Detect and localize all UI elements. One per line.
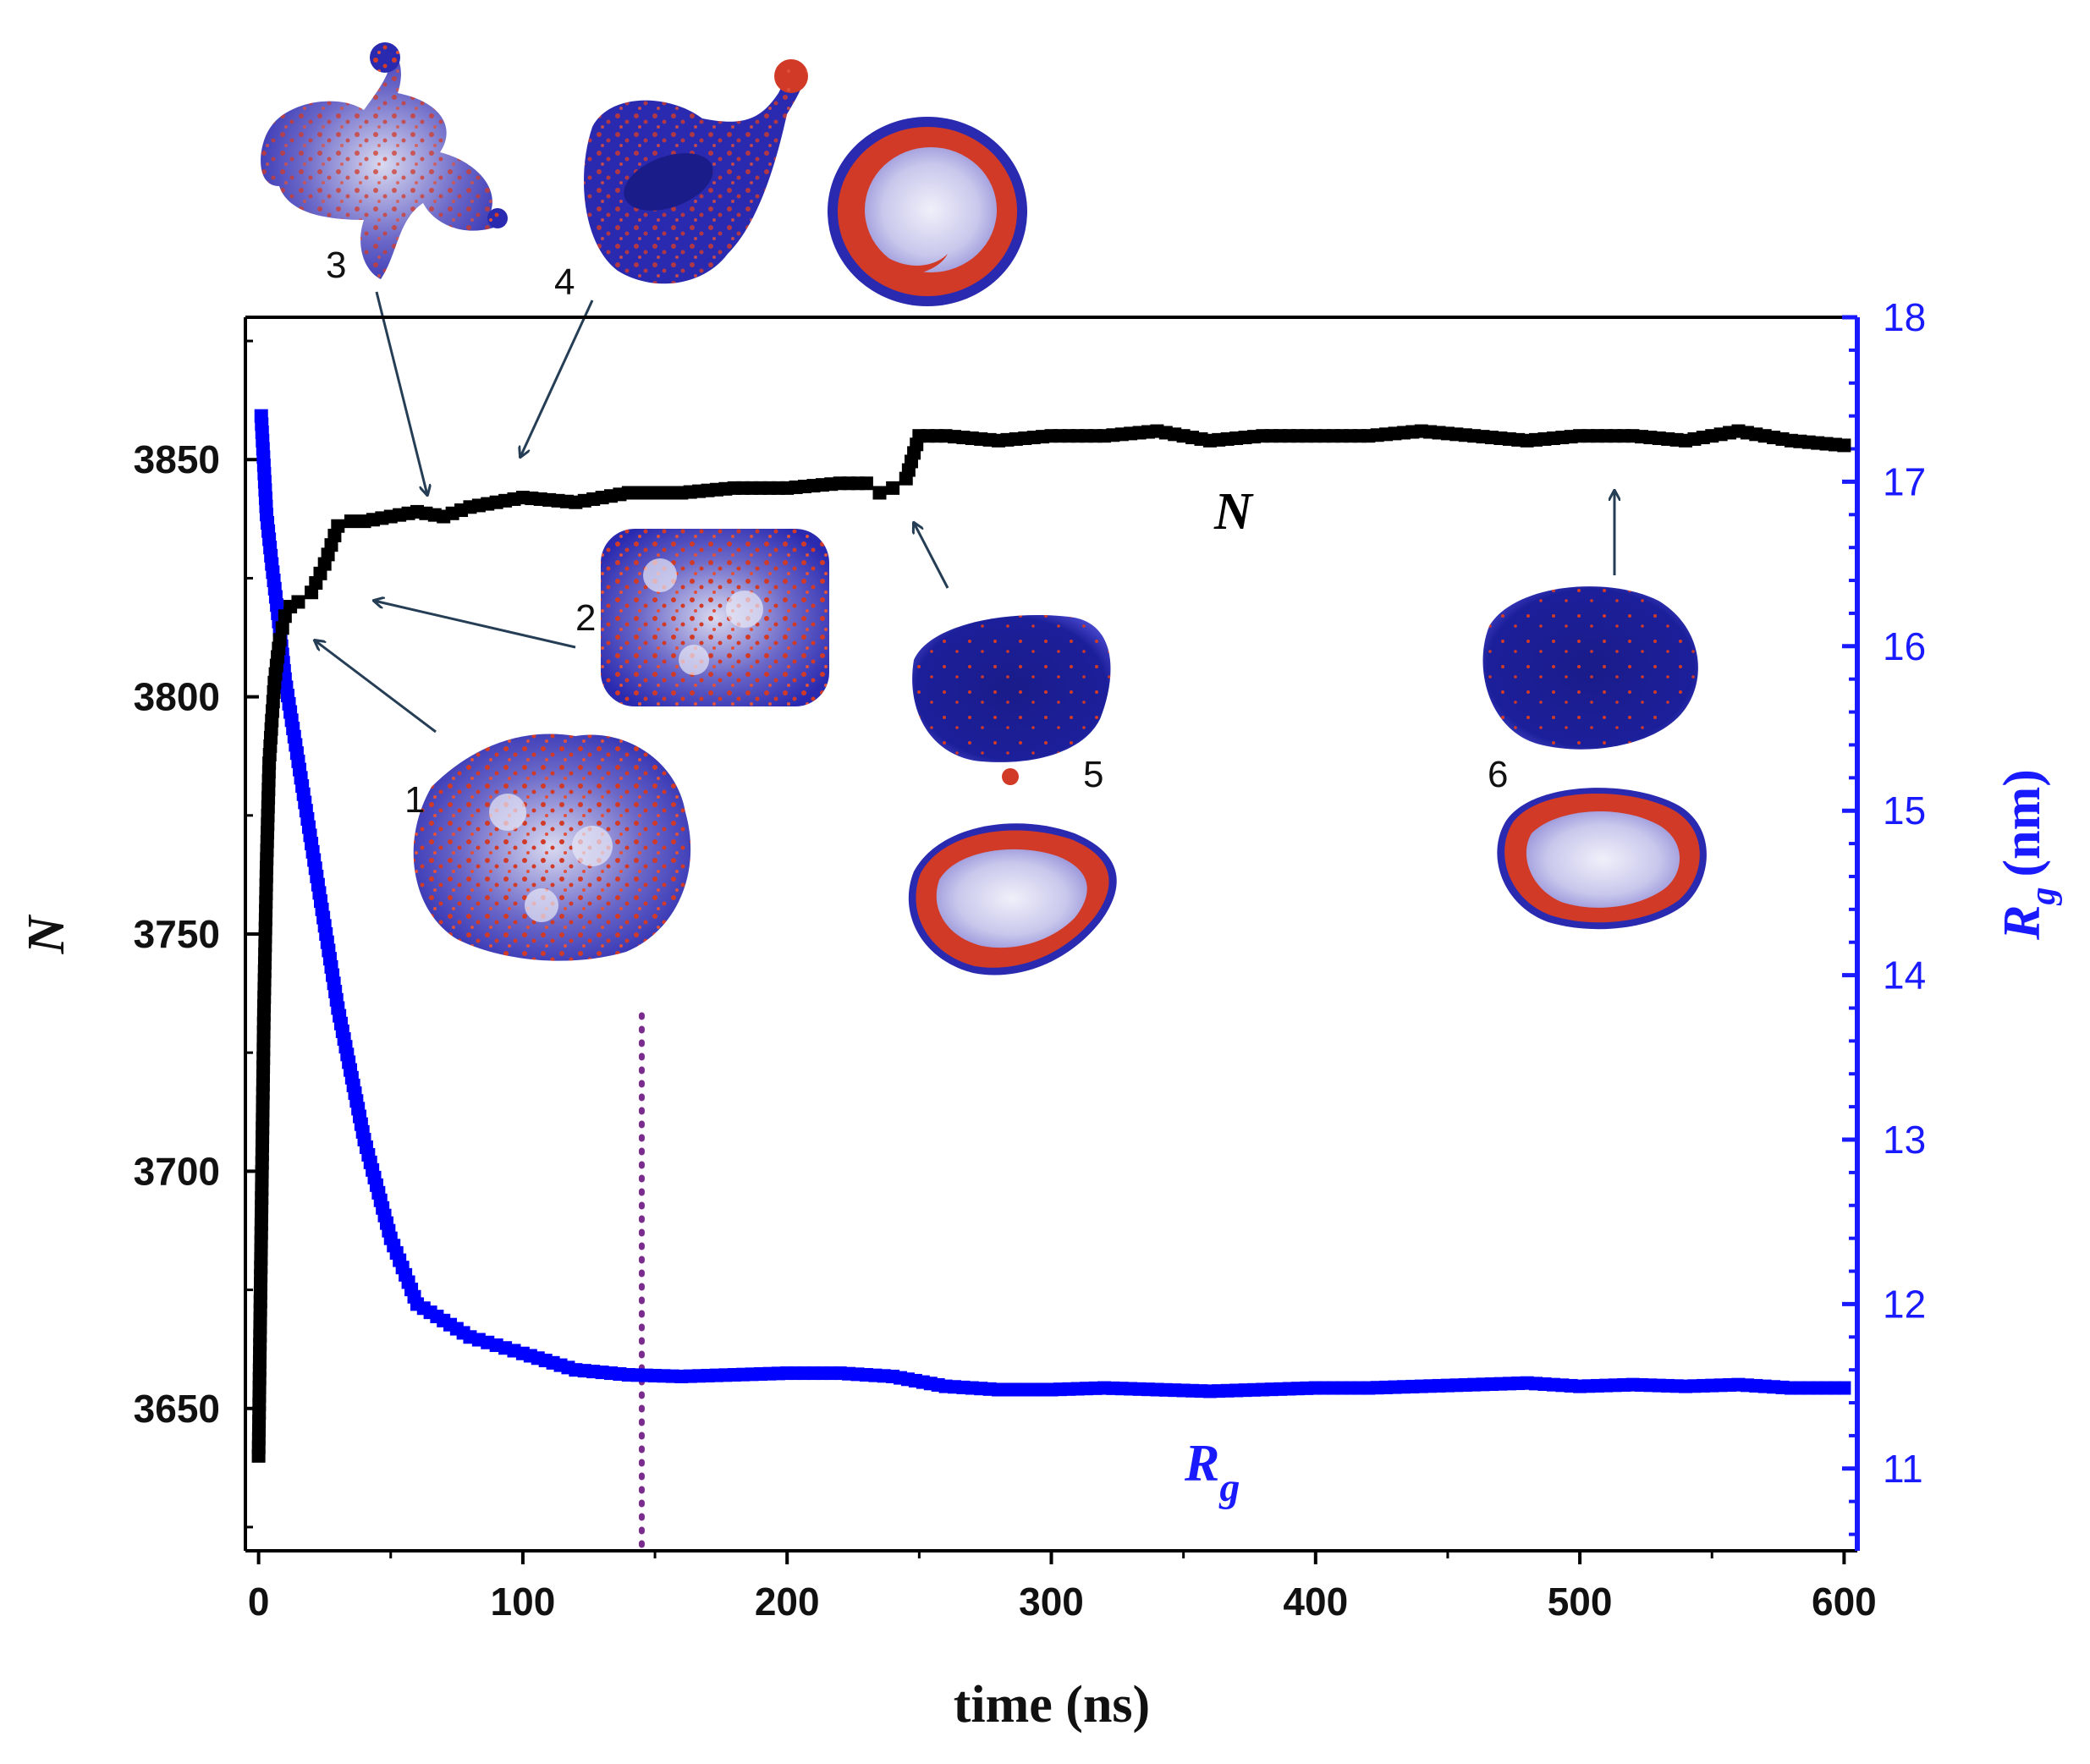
left-y-axis-title: N xyxy=(18,914,75,954)
data-point xyxy=(1837,438,1851,453)
snapshot-6-label: 6 xyxy=(1488,754,1508,795)
right-y-axis-title-sub: g xyxy=(2024,887,2063,906)
data-point xyxy=(872,486,887,500)
snapshot-3-image xyxy=(261,42,508,280)
right-y-tick-label: 13 xyxy=(1883,1118,1926,1162)
right-y-tick-label: 15 xyxy=(1883,789,1926,833)
x-tick-label: 400 xyxy=(1283,1580,1348,1624)
rg-curve-label: Rg xyxy=(1184,1435,1240,1510)
snapshot-2-label: 2 xyxy=(575,597,596,639)
data-point xyxy=(275,621,289,635)
snapshot-cross-section-5-image xyxy=(908,823,1117,975)
x-tick-label: 0 xyxy=(248,1580,270,1624)
series-n xyxy=(251,424,1851,1463)
rg-curve-label-main: R xyxy=(1184,1435,1219,1492)
x-tick-label: 300 xyxy=(1019,1580,1084,1624)
left-y-tick-label: 3800 xyxy=(134,675,220,719)
snapshot-6-image xyxy=(1482,586,1698,750)
right-y-tick-label: 11 xyxy=(1883,1447,1923,1491)
left-y-axis-ticks: 3650 3700 3750 3800 3850 xyxy=(134,339,259,1529)
snapshot-1-label: 1 xyxy=(404,779,425,821)
right-y-tick-label: 12 xyxy=(1883,1282,1926,1326)
data-point xyxy=(331,519,345,533)
n-curve-label: N xyxy=(1213,483,1254,541)
data-point xyxy=(859,476,873,491)
x-tick-label: 600 xyxy=(1812,1580,1877,1624)
data-point xyxy=(291,595,305,609)
right-y-axis-title: Rg (nm) xyxy=(1994,769,2063,941)
snapshot-4-image xyxy=(584,59,808,284)
x-axis-ticks: 0 100 200 300 400 500 600 xyxy=(248,1551,1877,1624)
snapshot-5-label: 5 xyxy=(1083,754,1103,795)
right-y-tick-label: 14 xyxy=(1883,953,1926,997)
snapshot-5-image xyxy=(912,615,1111,785)
snapshot-images xyxy=(261,42,1707,975)
data-point xyxy=(1837,1381,1851,1395)
arrow-snapshot-1 xyxy=(315,640,437,734)
arrow-snapshot-5 xyxy=(914,523,949,589)
right-y-tick-label: 18 xyxy=(1883,295,1926,339)
data-point xyxy=(344,514,358,529)
left-y-tick-label: 3750 xyxy=(134,912,220,956)
rg-curve-label-sub: g xyxy=(1218,1465,1240,1510)
right-y-axis-title-unit: (nm) xyxy=(1994,769,2051,877)
arrow-snapshot-3 xyxy=(375,291,427,495)
arrow-snapshot-2 xyxy=(374,601,576,649)
snapshot-cross-section-6-image xyxy=(1497,788,1707,930)
x-tick-label: 100 xyxy=(491,1580,556,1624)
x-tick-label: 200 xyxy=(755,1580,820,1624)
snapshot-cross-section-top-image xyxy=(828,117,1027,306)
data-point xyxy=(272,633,287,647)
snapshot-4-label: 4 xyxy=(554,261,575,303)
right-y-tick-label: 16 xyxy=(1883,624,1926,668)
snapshot-1-image xyxy=(413,734,691,961)
left-y-tick-label: 3650 xyxy=(134,1387,220,1431)
right-y-axis-ticks: 11 12 13 14 15 16 17 18 xyxy=(1842,295,1926,1536)
right-y-axis-title-main: R xyxy=(1994,905,2051,941)
arrow-snapshot-4 xyxy=(520,299,594,457)
snapshot-3-label: 3 xyxy=(326,245,346,286)
x-tick-label: 500 xyxy=(1548,1580,1613,1624)
left-y-tick-label: 3700 xyxy=(134,1149,220,1193)
snapshot-2-image xyxy=(601,529,829,706)
x-axis-title: time (ns) xyxy=(954,1676,1150,1734)
data-point xyxy=(886,481,900,495)
right-y-tick-label: 17 xyxy=(1883,459,1926,503)
snapshot-arrows xyxy=(315,291,1614,734)
left-y-tick-label: 3850 xyxy=(134,437,220,481)
